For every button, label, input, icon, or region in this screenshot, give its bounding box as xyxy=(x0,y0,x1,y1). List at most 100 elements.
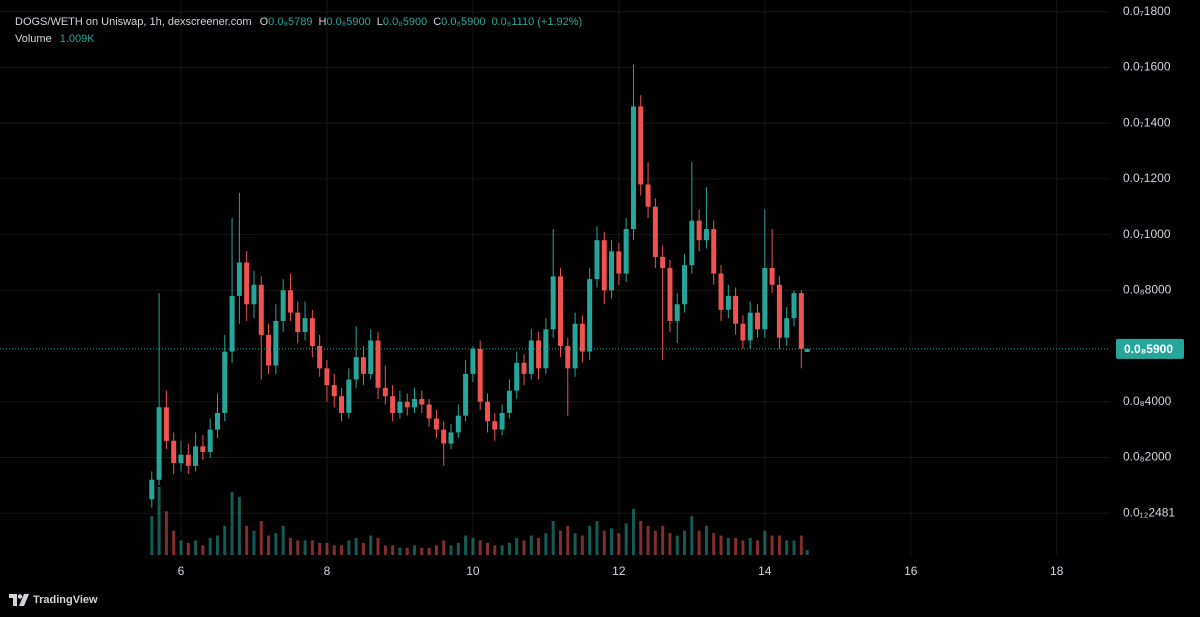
volume-bar xyxy=(296,540,300,555)
volume-bar xyxy=(522,540,526,555)
volume-bar xyxy=(208,538,212,555)
volume-bar xyxy=(726,538,730,555)
volume-bar xyxy=(624,523,628,555)
volume-bar xyxy=(303,540,307,555)
volume-bar xyxy=(413,545,417,555)
volume-bar xyxy=(427,547,431,555)
y-tick-label: 0.0₇1800 xyxy=(1123,4,1171,18)
volume-bar xyxy=(610,528,614,555)
volume-bar xyxy=(631,508,635,555)
volume-bar xyxy=(697,530,701,555)
candle-body xyxy=(331,385,337,397)
candle-body xyxy=(397,401,403,413)
y-tick-label: 0.0₇1600 xyxy=(1123,60,1171,74)
candle-body xyxy=(470,348,476,374)
candle-body xyxy=(156,407,162,480)
candle-body xyxy=(360,357,366,374)
candle-body xyxy=(353,357,359,380)
candle-body xyxy=(660,256,666,269)
volume-bar xyxy=(639,521,643,555)
volume-label: Volume xyxy=(15,33,52,45)
candle-body xyxy=(185,454,191,466)
candle-body xyxy=(163,407,169,441)
y-tick-label: 0.0₈4000 xyxy=(1123,394,1172,408)
change: 0.0₈1110 (+1.92%) xyxy=(491,16,583,28)
x-tick-label: 10 xyxy=(466,564,480,578)
volume-bar xyxy=(799,535,803,555)
branding[interactable]: TradingView xyxy=(9,594,98,606)
candle-body xyxy=(711,229,717,274)
candle-body xyxy=(375,340,381,388)
volume-bar xyxy=(281,525,285,555)
candle-body xyxy=(601,240,607,291)
candle-body xyxy=(346,379,352,413)
candle-body xyxy=(339,396,345,413)
ohlc-value: 0.0₈5900 xyxy=(326,16,371,28)
candle-body xyxy=(229,295,235,352)
volume-bar xyxy=(449,545,453,555)
candle-body xyxy=(309,318,315,347)
candle-body xyxy=(441,429,447,444)
volume-bar xyxy=(653,530,657,555)
volume-bar xyxy=(259,521,263,555)
volume-bar xyxy=(704,525,708,555)
candle-body xyxy=(382,387,388,397)
y-tick-label: 0.0₈8000 xyxy=(1123,282,1172,296)
candle-body xyxy=(740,323,746,341)
candles xyxy=(149,64,810,508)
candle-body xyxy=(528,340,534,374)
candle-body xyxy=(448,432,454,444)
volume-bar xyxy=(369,535,373,555)
candle-body xyxy=(463,373,469,416)
candle-body xyxy=(630,106,636,230)
volume-bar xyxy=(340,545,344,555)
volume-bar xyxy=(405,547,409,555)
volume-bar xyxy=(573,533,577,555)
last-price-tag xyxy=(1116,338,1184,359)
candle-body xyxy=(689,220,695,266)
y-tick-label: 0.0₇1200 xyxy=(1123,171,1171,185)
candle-body xyxy=(703,229,709,241)
volume-bar xyxy=(354,538,358,555)
volume-bar xyxy=(805,550,809,555)
candle-body xyxy=(244,262,250,305)
ohlc-value: 0.0₈5900 xyxy=(382,16,428,28)
volume-bar xyxy=(383,545,387,555)
candle-body xyxy=(674,304,680,321)
volume-value: 1.009K xyxy=(59,33,95,45)
candle-body xyxy=(733,295,739,324)
candle-body xyxy=(645,184,651,207)
volume-bar xyxy=(245,525,249,555)
candle-body xyxy=(149,479,155,500)
candle-body xyxy=(696,220,702,241)
volume-bar xyxy=(194,540,198,555)
candle-body xyxy=(536,340,542,369)
volume-bar xyxy=(310,540,314,555)
volume-bar xyxy=(558,530,562,555)
candle-body xyxy=(521,362,527,374)
x-tick-label: 18 xyxy=(1050,564,1064,578)
legend: DOGS/WETH on Uniswap, 1h, dexscreener.co… xyxy=(15,14,588,48)
volume-bar xyxy=(748,538,752,555)
candle-body xyxy=(200,446,206,452)
candle-body xyxy=(572,323,578,369)
volume-bar xyxy=(376,538,380,555)
volume-bar xyxy=(274,533,278,555)
candle-body xyxy=(317,346,323,369)
candle-body xyxy=(295,312,301,333)
candle-body xyxy=(804,348,810,352)
volume-bar xyxy=(434,545,438,555)
y-tick-label: 0.0₇1400 xyxy=(1123,115,1171,129)
volume-bar xyxy=(617,533,621,555)
candle-body xyxy=(426,404,432,419)
ohlc-value: 0.0₈5900 xyxy=(441,16,486,28)
candle-body xyxy=(499,412,505,430)
volume-bar xyxy=(456,542,460,555)
volume-bar xyxy=(580,535,584,555)
volume-bar xyxy=(420,547,424,555)
candle-body xyxy=(214,412,220,430)
y-tick-label: 0.0₇1000 xyxy=(1123,227,1171,241)
volume-bar xyxy=(201,545,205,555)
volume-bar xyxy=(332,545,336,555)
